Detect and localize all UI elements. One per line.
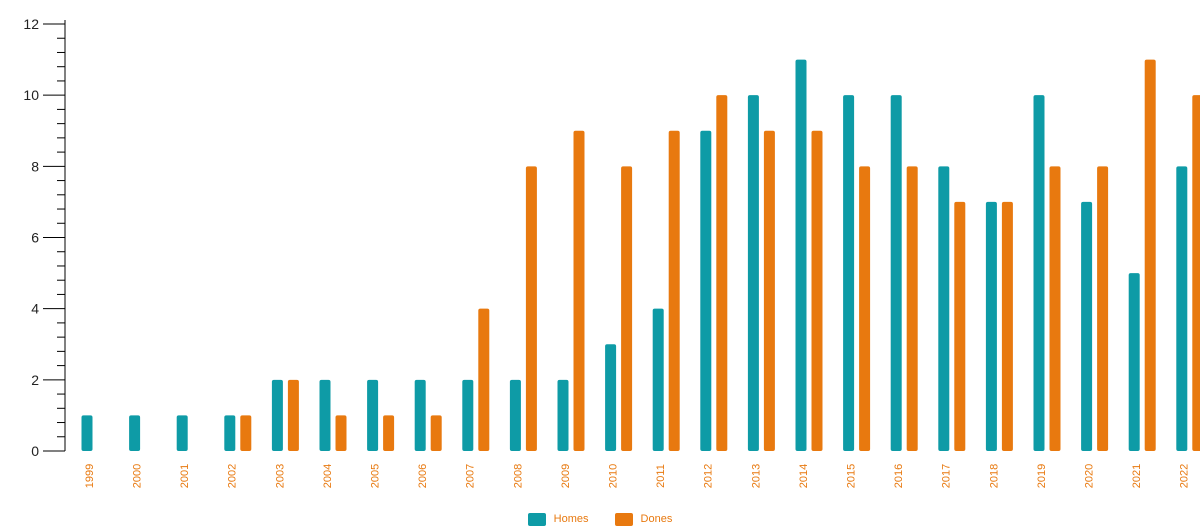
bar-dones-2017 (954, 201, 966, 451)
bar-dones-2020 (1097, 166, 1109, 452)
bar-dones-2018 (1001, 201, 1013, 451)
x-tick-label-2001: 2001 (179, 464, 191, 488)
x-tick-label-2022: 2022 (1179, 464, 1191, 488)
y-tick-label: 12 (23, 16, 39, 32)
x-tick-label-1999: 1999 (84, 464, 96, 488)
legend-swatch-dones (614, 512, 633, 526)
x-tick-label-2003: 2003 (274, 464, 286, 488)
bar-dones-2022 (1192, 95, 1200, 451)
bar-homes-2015 (843, 95, 855, 452)
bar-dones-2006 (430, 415, 442, 451)
bar-homes-2019 (1033, 95, 1045, 452)
y-tick-label: 4 (31, 301, 39, 317)
bar-homes-2006 (414, 379, 426, 451)
chart-legend: Homes Dones (0, 511, 1200, 527)
x-tick-label-2018: 2018 (988, 464, 1000, 488)
bar-chart: 0 2 4 6 8 10 12 1999 2000 2001 2002 2003 2004 2005 200… (23, 16, 1200, 488)
y-tick-label: 8 (31, 158, 39, 174)
x-tick-label-2019: 2019 (1036, 464, 1048, 488)
bar-homes-2009 (557, 379, 569, 451)
bar-homes-2014 (795, 59, 807, 451)
x-tick-label-2021: 2021 (1131, 464, 1143, 488)
bar-dones-2011 (668, 130, 680, 451)
bar-dones-2016 (906, 166, 918, 452)
bar-dones-2019 (1049, 166, 1061, 452)
bar-homes-2016 (890, 95, 902, 452)
bar-dones-2003 (287, 379, 299, 451)
bar-homes-2018 (985, 201, 997, 451)
bar-homes-2020 (1081, 201, 1093, 451)
y-tick-label: 10 (23, 87, 39, 103)
bar-homes-1999 (81, 415, 93, 451)
x-tick-label-2002: 2002 (227, 464, 239, 488)
bar-homes-2008 (509, 379, 521, 451)
bar-homes-2021 (1128, 273, 1140, 451)
x-tick-label-2005: 2005 (370, 464, 382, 488)
x-tick-label-2015: 2015 (846, 464, 858, 488)
x-tick-label-2011: 2011 (655, 464, 667, 488)
bar-homes-2017 (938, 166, 950, 452)
bar-homes-2003 (271, 379, 283, 451)
y-tick-label: 0 (31, 443, 39, 459)
bar-homes-2007 (462, 379, 474, 451)
bar-dones-2021 (1144, 59, 1156, 451)
x-tick-label-2006: 2006 (417, 464, 429, 488)
x-tick-label-2004: 2004 (322, 464, 334, 488)
x-tick-label-2017: 2017 (941, 464, 953, 488)
bar-dones-2009 (573, 130, 585, 451)
x-tick-label-2009: 2009 (560, 464, 572, 488)
bar-dones-2007 (478, 308, 490, 451)
bar-homes-2022 (1176, 166, 1188, 452)
x-tick-label-2012: 2012 (703, 464, 715, 488)
bar-dones-2005 (383, 415, 395, 451)
legend-item-dones[interactable]: Dones (614, 512, 673, 526)
bar-homes-2012 (700, 130, 712, 451)
legend-item-homes[interactable]: Homes (527, 512, 589, 526)
x-tick-label-2013: 2013 (750, 464, 762, 488)
bar-homes-2004 (319, 379, 331, 451)
x-tick-label-2007: 2007 (465, 464, 477, 488)
bar-homes-2002 (224, 415, 236, 451)
x-tick-label-2016: 2016 (893, 464, 905, 488)
legend-label-dones: Dones (640, 513, 673, 525)
legend-swatch-homes (527, 512, 546, 526)
legend-label-homes: Homes (553, 513, 589, 525)
bar-dones-2013 (763, 130, 775, 451)
bar-homes-2010 (605, 344, 617, 451)
bar-dones-2008 (525, 166, 537, 452)
bar-homes-2001 (176, 415, 188, 451)
bar-homes-2005 (367, 379, 379, 451)
x-tick-label-2000: 2000 (132, 464, 144, 488)
x-tick-label-2008: 2008 (512, 464, 524, 488)
y-tick-label: 6 (31, 230, 39, 246)
y-tick-label: 2 (31, 372, 39, 388)
x-tick-label-2014: 2014 (798, 464, 810, 488)
bar-dones-2015 (859, 166, 871, 452)
bar-dones-2004 (335, 415, 347, 451)
bar-dones-2012 (716, 95, 728, 452)
bar-homes-2013 (747, 95, 759, 452)
bar-homes-2011 (652, 308, 664, 451)
bar-dones-2014 (811, 130, 823, 451)
bar-dones-2010 (621, 166, 633, 452)
x-tick-label-2020: 2020 (1084, 464, 1096, 488)
bar-homes-2000 (129, 415, 141, 451)
bar-dones-2002 (240, 415, 252, 451)
x-tick-label-2010: 2010 (608, 464, 620, 488)
